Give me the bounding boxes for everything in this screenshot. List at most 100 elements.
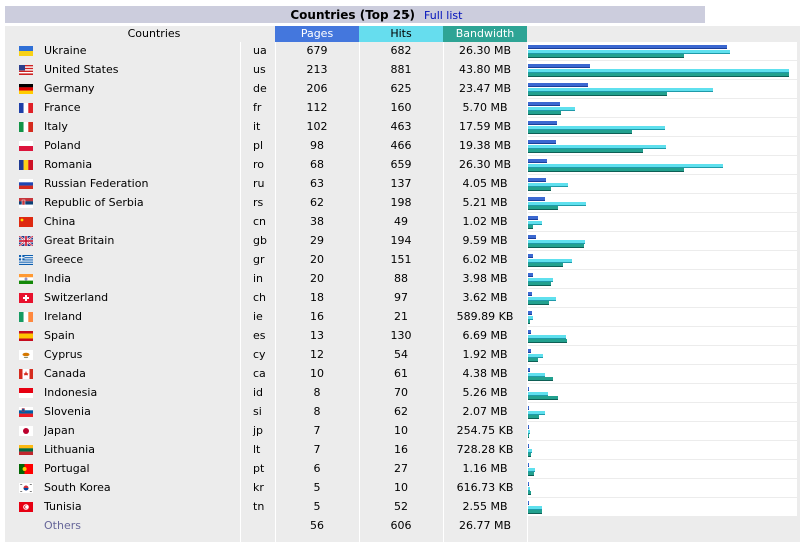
country-name: United States bbox=[44, 63, 119, 76]
hits-bar bbox=[527, 487, 530, 491]
country-code: jp bbox=[253, 424, 264, 437]
hits-value: 881 bbox=[390, 63, 412, 76]
bandwidth-bar bbox=[527, 168, 684, 172]
country-name: Ukraine bbox=[44, 44, 87, 57]
pages-value: 5 bbox=[313, 481, 321, 494]
bar-group bbox=[527, 42, 797, 60]
country-code: kr bbox=[253, 481, 264, 494]
hits-bar bbox=[527, 107, 575, 111]
pages-value: 20 bbox=[310, 272, 324, 285]
bandwidth-value: 43.80 MB bbox=[458, 63, 512, 76]
bar-group bbox=[527, 479, 797, 497]
hits-value: 21 bbox=[394, 310, 408, 323]
country-code: it bbox=[253, 120, 261, 133]
pages-bar bbox=[527, 140, 556, 144]
pages-value: 12 bbox=[310, 348, 324, 361]
pages-value: 7 bbox=[313, 443, 321, 456]
country-name: Portugal bbox=[44, 462, 90, 475]
bandwidth-bar bbox=[527, 301, 549, 305]
header-countries: Countries bbox=[5, 26, 303, 42]
header-pages: Pages bbox=[275, 26, 359, 42]
country-code: ro bbox=[253, 158, 265, 171]
hits-value: 49 bbox=[394, 215, 408, 228]
country-name: Tunisia bbox=[44, 500, 82, 513]
bandwidth-value: 2.55 MB bbox=[462, 500, 508, 513]
hits-value: 52 bbox=[394, 500, 408, 513]
bandwidth-value: 19.38 MB bbox=[458, 139, 512, 152]
bandwidth-value: 17.59 MB bbox=[458, 120, 512, 133]
bar-group bbox=[527, 232, 797, 250]
bandwidth-value: 589.89 KB bbox=[456, 310, 514, 323]
pages-bar bbox=[527, 159, 547, 163]
title-separator: - bbox=[405, 8, 410, 22]
country-name: Indonesia bbox=[44, 386, 98, 399]
hits-value: 70 bbox=[394, 386, 408, 399]
panel-title-bar: Countries (Top 25) - Full list bbox=[5, 6, 705, 23]
hits-bar bbox=[527, 183, 568, 187]
country-code: si bbox=[253, 405, 262, 418]
pages-value: 5 bbox=[313, 500, 321, 513]
united-states-flag-icon bbox=[19, 65, 33, 75]
bandwidth-bar bbox=[527, 339, 567, 343]
bandwidth-bar bbox=[527, 396, 558, 400]
pages-value: 16 bbox=[310, 310, 324, 323]
hits-value: 27 bbox=[394, 462, 408, 475]
pages-value: 38 bbox=[310, 215, 324, 228]
country-code: cy bbox=[253, 348, 266, 361]
bar-group bbox=[527, 156, 797, 174]
country-code: rs bbox=[253, 196, 264, 209]
hits-value: 137 bbox=[390, 177, 412, 190]
hits-value: 682 bbox=[390, 44, 412, 57]
others-pages-value: 56 bbox=[310, 519, 324, 532]
bandwidth-value: 23.47 MB bbox=[458, 82, 512, 95]
country-name: Germany bbox=[44, 82, 95, 95]
bar-group bbox=[527, 175, 797, 193]
table-row: Switzerland ch 18 97 3.62 MB bbox=[5, 289, 800, 307]
hits-bar bbox=[527, 297, 556, 301]
pages-value: 6 bbox=[313, 462, 321, 475]
table-row: United States us 213 881 43.80 MB bbox=[5, 61, 800, 79]
pages-value: 98 bbox=[310, 139, 324, 152]
table-row: Germany de 206 625 23.47 MB bbox=[5, 80, 800, 98]
poland-flag-icon bbox=[19, 141, 33, 151]
header-bandwidth: Bandwidth bbox=[443, 26, 527, 42]
china-flag-icon bbox=[19, 217, 33, 227]
pages-value: 20 bbox=[310, 253, 324, 266]
bandwidth-bar bbox=[527, 225, 533, 229]
table-row: Ukraine ua 679 682 26.30 MB bbox=[5, 42, 800, 60]
country-code: es bbox=[253, 329, 266, 342]
column-divider bbox=[240, 42, 241, 542]
table-row: Japan jp 7 10 254.75 KB bbox=[5, 422, 800, 440]
india-flag-icon bbox=[19, 274, 33, 284]
hits-value: 625 bbox=[390, 82, 412, 95]
bar-group bbox=[527, 346, 797, 364]
south-korea-flag-icon bbox=[19, 483, 33, 493]
hits-value: 62 bbox=[394, 405, 408, 418]
hits-bar bbox=[527, 202, 586, 206]
hits-value: 466 bbox=[390, 139, 412, 152]
pages-value: 102 bbox=[306, 120, 328, 133]
table-row: China cn 38 49 1.02 MB bbox=[5, 213, 800, 231]
greece-flag-icon bbox=[19, 255, 33, 265]
bar-group bbox=[527, 441, 797, 459]
pages-bar bbox=[527, 235, 536, 239]
bandwidth-value: 26.30 MB bbox=[458, 44, 512, 57]
country-name: Slovenia bbox=[44, 405, 91, 418]
hits-bar bbox=[527, 50, 730, 54]
table-row: Poland pl 98 466 19.38 MB bbox=[5, 137, 800, 155]
country-code: lt bbox=[253, 443, 261, 456]
pages-value: 10 bbox=[310, 367, 324, 380]
romania-flag-icon bbox=[19, 160, 33, 170]
pages-value: 13 bbox=[310, 329, 324, 342]
pages-bar bbox=[527, 83, 588, 87]
hits-bar bbox=[527, 468, 535, 472]
hits-value: 130 bbox=[390, 329, 412, 342]
pages-bar bbox=[527, 197, 545, 201]
panel-title: Countries (Top 25) bbox=[290, 8, 415, 22]
full-list-link[interactable]: Full list bbox=[424, 9, 463, 22]
canada-flag-icon bbox=[19, 369, 33, 379]
bandwidth-bar bbox=[527, 206, 558, 210]
pages-bar bbox=[527, 102, 560, 106]
hits-bar bbox=[527, 506, 542, 510]
bar-group bbox=[527, 80, 797, 98]
